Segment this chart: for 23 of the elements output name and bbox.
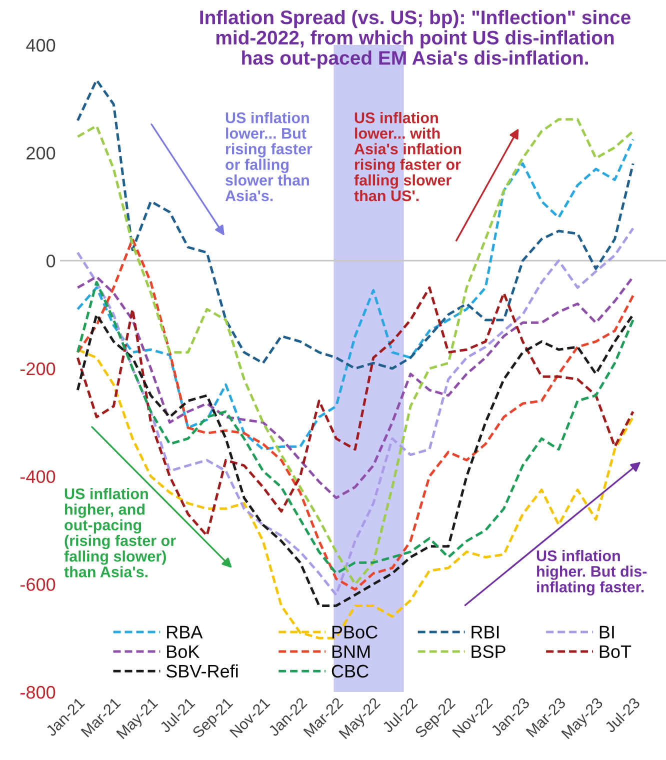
y-tick-label: -200 (20, 362, 56, 376)
legend-label: BoT (600, 645, 632, 658)
annotation: US inflation lower... with Asia's inflation rising faster or falling slower than US'. (354, 112, 462, 202)
chart-title: Inflation Spread (vs. US; bp): "Inflection" since mid-2022, from which point US dis-inflation has out-paced EM Asia's dis-inflation. (200, 10, 630, 69)
legend-label: BoK (167, 645, 200, 658)
legend-label: SBV-Refi (166, 664, 238, 678)
y-tick-label: -800 (20, 686, 56, 699)
y-tick-label: -400 (20, 470, 56, 484)
legend-label: CBC (332, 664, 368, 678)
legend-label: BSP (472, 645, 506, 658)
line-series (76, 138, 634, 451)
y-tick-label: 200 (26, 146, 56, 160)
annotation: US inflation higher, and out-pacing (rising faster or falling slower) than Asia's. (64, 488, 176, 578)
legend-label: BNM (332, 645, 370, 658)
line-series (76, 78, 634, 370)
y-tick-label: 0 (46, 254, 56, 268)
y-tick-label: 400 (26, 38, 56, 52)
legend-label: BI (600, 626, 614, 638)
y-tick-label: -600 (20, 578, 56, 591)
legend-label: RBI (472, 626, 499, 638)
annotation: US inflation lower... But rising faster or falling slower than Asia's. (225, 112, 312, 202)
annotation: US inflation higher. But dis- inflating faster. (536, 550, 647, 596)
legend-label: RBA (167, 626, 203, 638)
